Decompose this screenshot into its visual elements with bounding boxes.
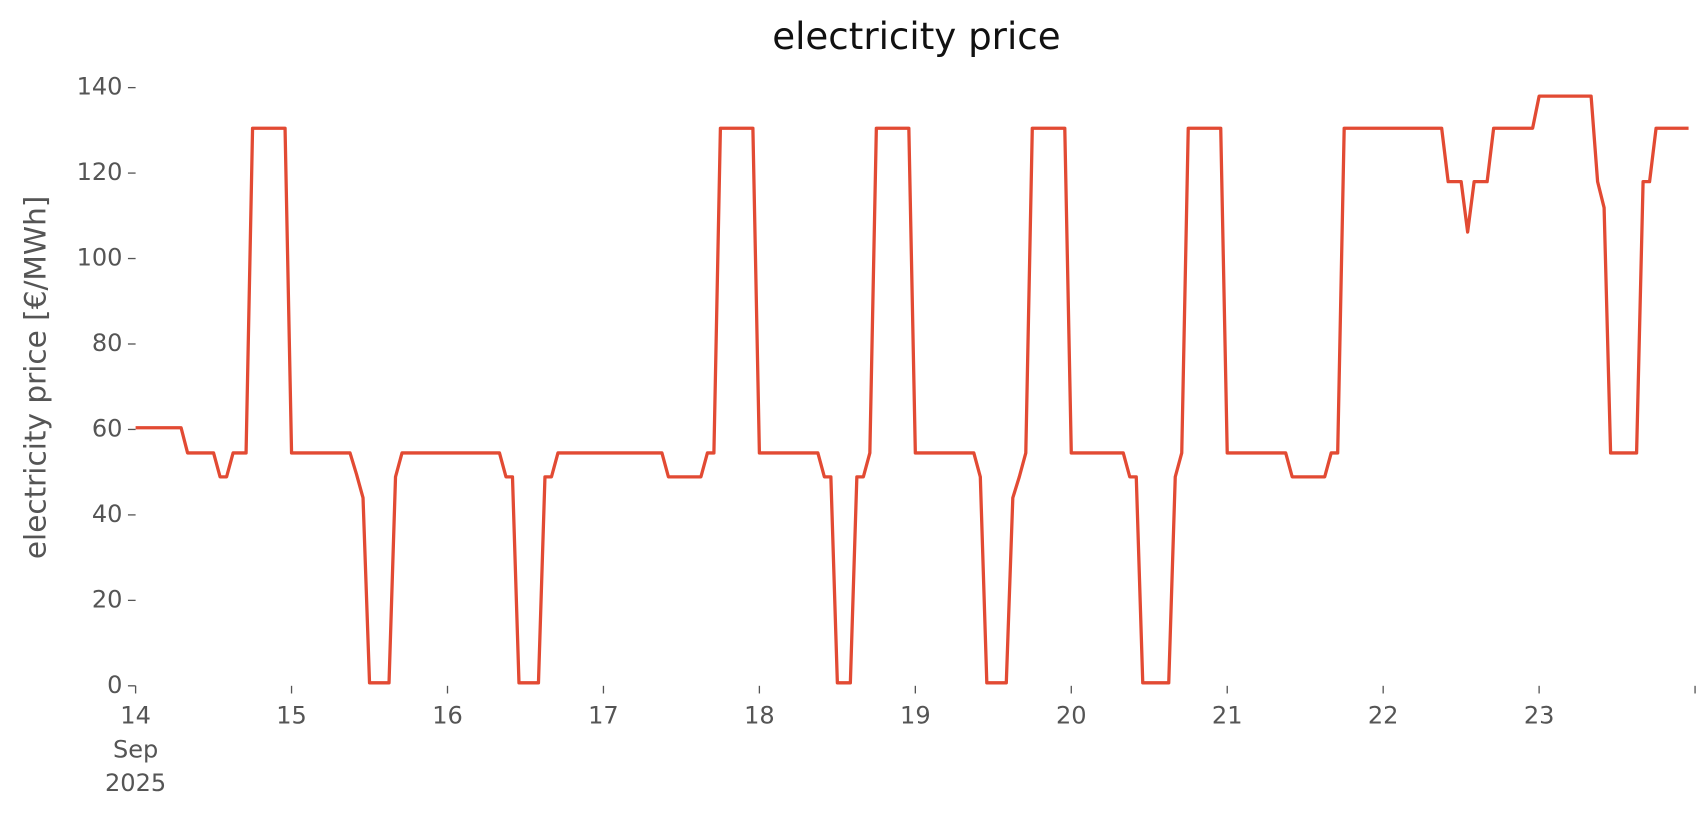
y-tick-label: 60 [92, 414, 123, 442]
y-tick-label: 80 [92, 329, 123, 357]
y-axis-label: electricity price [€/MWh] [19, 196, 53, 559]
x-tick-label: 23 [1524, 701, 1555, 729]
x-tick-label: 20 [1056, 701, 1087, 729]
x-tick-label: 21 [1212, 701, 1243, 729]
y-tick-label: 120 [77, 158, 123, 186]
y-tick-label: 140 [77, 73, 123, 101]
y-tick-label: 0 [107, 671, 122, 699]
y-tick-label: 100 [77, 244, 123, 272]
price-line [135, 94, 1689, 685]
x-tick-label: 19 [900, 701, 931, 729]
x-tick-label: 22 [1368, 701, 1399, 729]
x-tick-label: 18 [744, 701, 775, 729]
y-tick-label: 40 [92, 500, 123, 528]
y-tick-label: 20 [92, 585, 123, 613]
x-tick-label: 14 Sep 2025 [105, 701, 166, 797]
x-tick-label: 15 [276, 701, 307, 729]
chart-title: electricity price [772, 14, 1060, 58]
x-tick-label: 16 [432, 701, 463, 729]
x-tick-label: 17 [588, 701, 619, 729]
